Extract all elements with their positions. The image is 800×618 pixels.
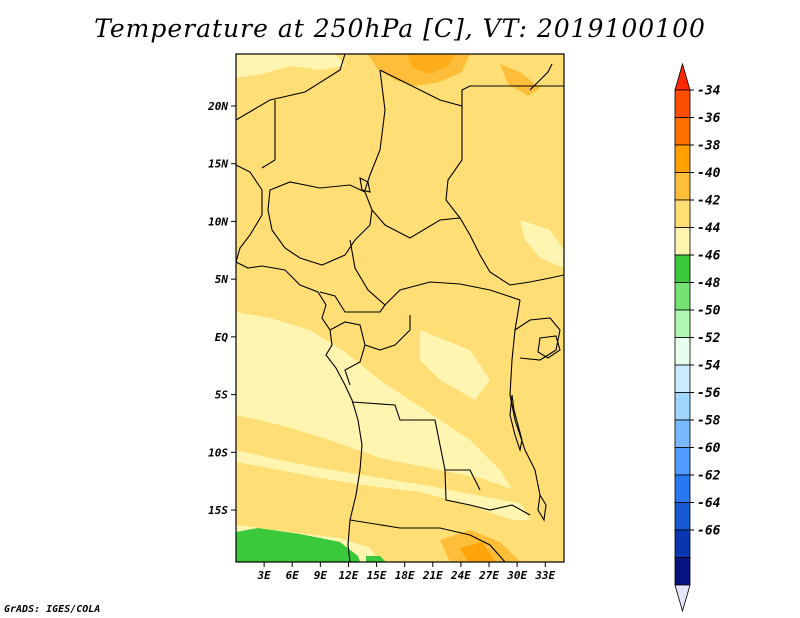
colorbar-swatch	[674, 117, 691, 146]
colorbar-label: -44	[697, 221, 721, 236]
colorbar-label: -42	[697, 194, 721, 209]
colorbar-swatch	[674, 172, 691, 201]
colorbar-swatch	[674, 337, 691, 366]
map-title: Temperature at 250hPa [C], VT: 201910010…	[94, 14, 706, 43]
field-minus44-band	[366, 556, 386, 562]
lon-tick-label: 15E	[367, 569, 387, 582]
lon-tick-label: 6E	[286, 569, 300, 582]
colorbar-swatch	[674, 502, 691, 531]
border-sudan	[445, 106, 463, 219]
field-minus42-band	[236, 54, 345, 78]
red-sea-coast	[529, 63, 553, 91]
longitude-axis: 3E 6E 9E 12E 15E 18E 21E 24E 27E 30E 33E	[256, 562, 556, 582]
lon-tick-label: 3E	[256, 569, 271, 582]
lake-malawi	[537, 493, 547, 522]
lat-tick-label: 5S	[215, 389, 229, 402]
field-minus42-band	[236, 312, 530, 520]
colorbar-label: -40	[697, 166, 721, 181]
colorbar-swatch	[674, 89, 691, 118]
lat-tick-label: 15S	[208, 504, 228, 517]
border-mali-niger	[261, 100, 276, 169]
colorbar-label: -38	[697, 139, 721, 154]
field-minus44-band	[236, 528, 360, 562]
colorbar-swatch	[674, 529, 691, 558]
colorbar-label: -52	[697, 331, 721, 346]
colorbar: -34 -36 -38 -40 -42 -44 -46 -48 -50 -52 -54 -56 -58 -…	[674, 62, 721, 613]
colorbar-label: -66	[697, 524, 721, 539]
political-borders	[236, 54, 564, 562]
colorbar-swatch	[674, 419, 691, 448]
lake-tanganyika	[509, 394, 523, 453]
lon-tick-label: 18E	[395, 569, 415, 582]
latitude-axis: 20N 15N 10N 5N EQ 5S 10S 15S	[207, 100, 236, 517]
lat-tick-label: 10N	[208, 215, 228, 228]
colorbar-swatch	[674, 144, 691, 173]
border-sahara	[236, 54, 346, 121]
coastline-west	[236, 164, 363, 562]
temperature-field	[236, 54, 564, 562]
lon-tick-label: 30E	[506, 569, 527, 582]
border-namibia	[349, 519, 506, 562]
colorbar-swatch	[674, 474, 691, 503]
lon-tick-label: 24E	[450, 569, 471, 582]
border-angola	[351, 401, 481, 491]
lon-tick-label: 33E	[534, 569, 555, 582]
lake-chad	[359, 177, 371, 193]
colorbar-label: -62	[697, 469, 721, 484]
colorbar-swatch	[674, 227, 691, 256]
border-cameroon	[319, 239, 386, 313]
lon-tick-label: 9E	[314, 569, 328, 582]
colorbar-swatch	[674, 309, 691, 338]
border-congo-drc	[364, 315, 411, 351]
border-libya-chad	[379, 69, 564, 107]
colorbar-swatch	[674, 199, 691, 228]
border-car-drc	[384, 281, 521, 306]
border-east	[509, 274, 564, 286]
colorbar-swatch	[674, 282, 691, 311]
colorbar-bottom-arrow	[674, 584, 691, 613]
colorbar-label: -60	[697, 441, 721, 456]
field-minus36-band	[460, 542, 496, 562]
colorbar-top-arrow	[674, 62, 691, 91]
lon-tick-label: 27E	[478, 569, 499, 582]
lat-tick-label: 10S	[208, 446, 228, 459]
colorbar-label: -58	[697, 414, 721, 429]
colorbar-label: -50	[697, 304, 721, 319]
border-niger-chad	[364, 69, 386, 191]
colorbar-label: -46	[697, 249, 721, 264]
field-minus42-band	[520, 220, 564, 268]
lat-tick-label: 5N	[215, 273, 229, 286]
lat-tick-label: EQ	[215, 331, 229, 344]
colorbar-swatch	[674, 557, 691, 586]
colorbar-label: -48	[697, 276, 721, 291]
lon-tick-label: 12E	[339, 569, 359, 582]
colorbar-swatch	[674, 364, 691, 393]
field-minus36-band	[408, 54, 455, 74]
grads-credit: GrADS: IGES/COLA	[4, 604, 101, 615]
border-zambia	[444, 469, 531, 516]
field-minus40-band	[236, 415, 530, 505]
border-uganda	[514, 317, 561, 361]
field-minus42-band	[420, 330, 490, 400]
colorbar-label: -36	[697, 111, 721, 126]
colorbar-label: -54	[697, 359, 721, 374]
lake-victoria	[537, 335, 561, 359]
colorbar-label: -64	[697, 496, 721, 511]
colorbar-label: -56	[697, 386, 721, 401]
colorbar-swatch	[674, 392, 691, 421]
colorbar-label: -34	[697, 84, 721, 99]
map-frame	[235, 53, 565, 563]
border-drc-east	[509, 299, 541, 496]
border-nigeria	[267, 181, 373, 266]
lat-tick-label: 20N	[207, 100, 228, 113]
colorbar-swatch	[674, 447, 691, 476]
lat-tick-label: 15N	[208, 158, 228, 171]
field-minus38-band	[500, 64, 540, 96]
lon-tick-label: 21E	[422, 569, 443, 582]
colorbar-swatch	[674, 254, 691, 283]
